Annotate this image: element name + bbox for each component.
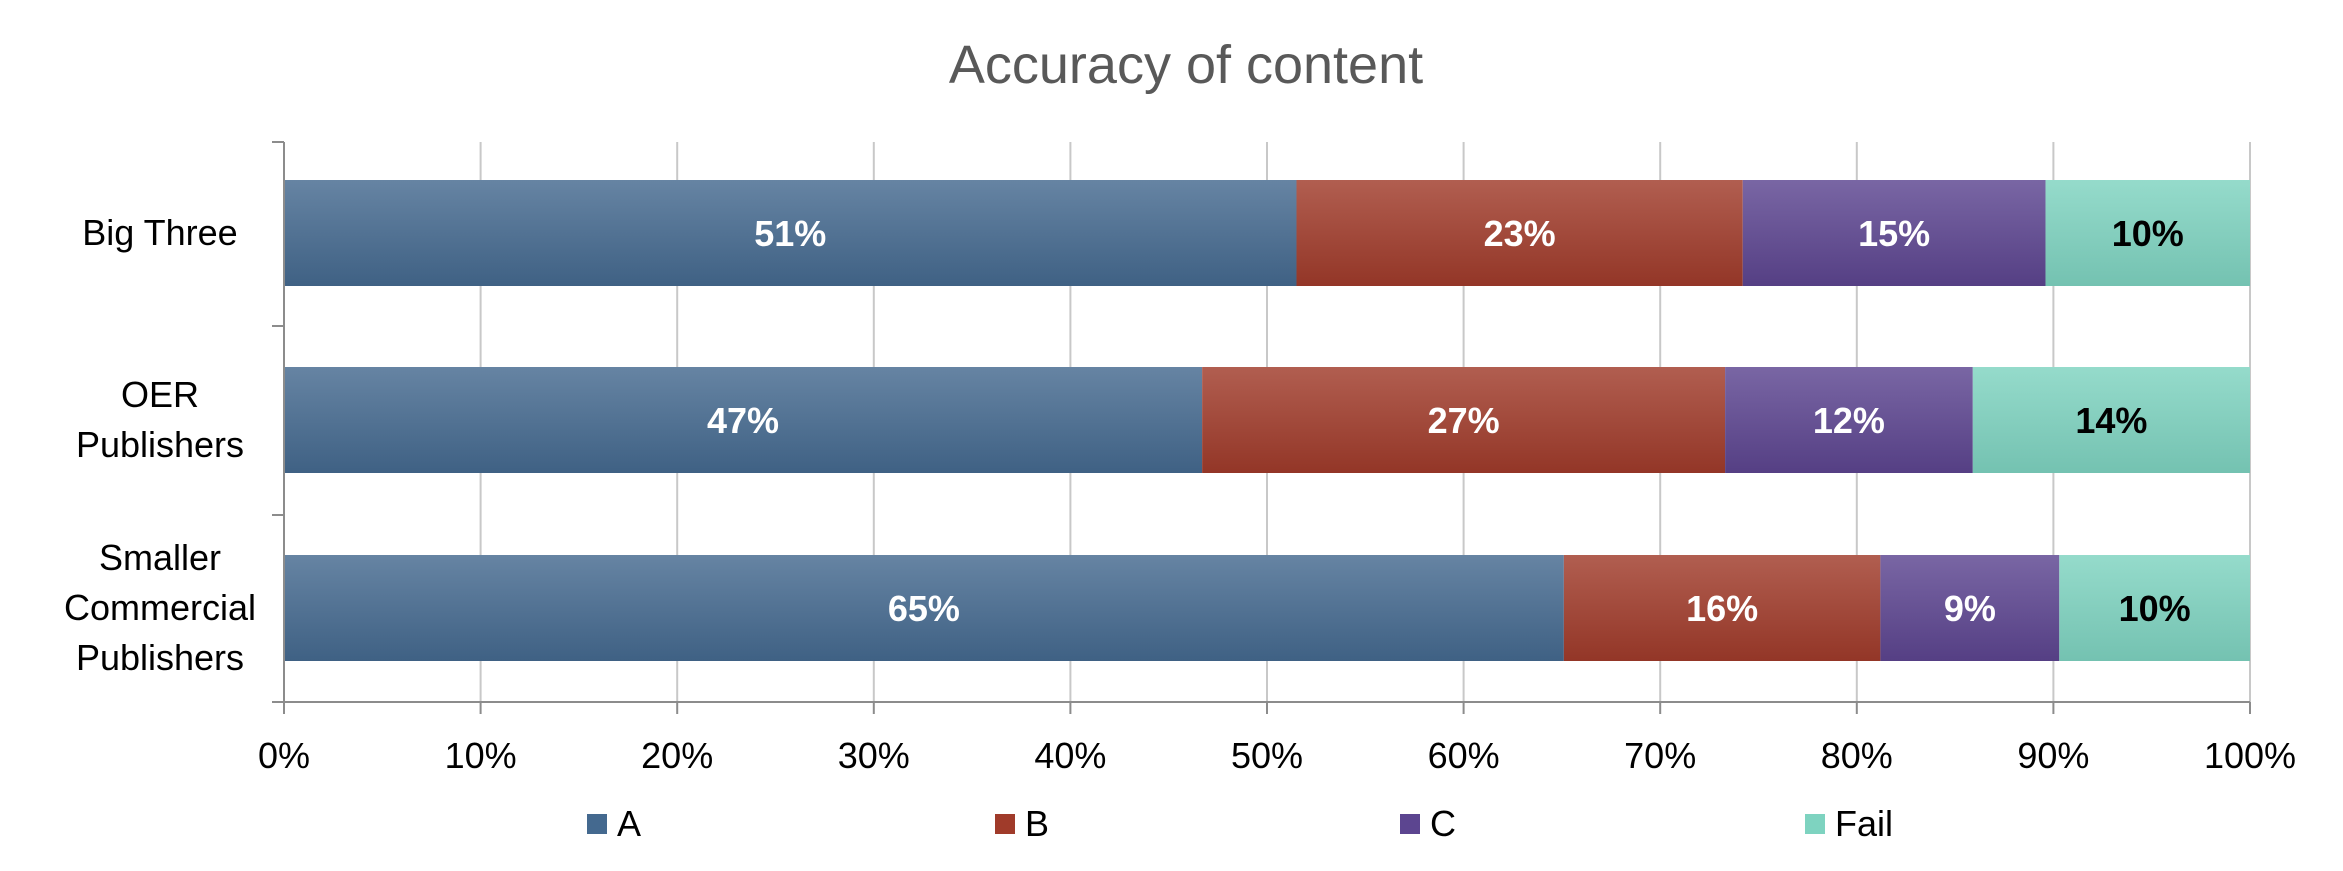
data-label: 65% <box>888 588 960 629</box>
x-tick-label: 30% <box>838 735 910 776</box>
x-tick-label: 100% <box>2204 735 2296 776</box>
legend-item-c: C <box>1400 803 1456 844</box>
data-label: 23% <box>1484 213 1556 254</box>
data-label: 16% <box>1686 588 1758 629</box>
category-label: Publishers <box>76 424 244 465</box>
legend: A B C Fail <box>587 803 1893 844</box>
bars <box>284 180 2250 661</box>
category-label: Commercial <box>64 587 256 628</box>
x-tick-label: 60% <box>1428 735 1500 776</box>
legend-label: B <box>1025 803 1049 844</box>
legend-swatch <box>1805 814 1825 834</box>
bar-c-1 <box>1742 180 2046 286</box>
data-label: 47% <box>707 400 779 441</box>
bar-a-2 <box>284 367 1203 473</box>
legend-swatch <box>587 814 607 834</box>
category-label: OER <box>121 374 199 415</box>
data-labels: 51% 23% 15% 10% 47% 27% 12% 14% 65% 16% 9% 10% <box>707 213 2191 629</box>
legend-label: A <box>617 803 641 844</box>
bar-c-2 <box>1725 367 1973 473</box>
x-tick-label: 0% <box>258 735 310 776</box>
category-label: Publishers <box>76 637 244 678</box>
bar-a-3 <box>284 555 1564 661</box>
category-label: Smaller <box>99 537 221 578</box>
category-labels: Big Three OER Publishers Smaller Commercial P… <box>64 212 256 678</box>
bar-b-1 <box>1296 180 1743 286</box>
bar-a-1 <box>284 180 1297 286</box>
bar-b-3 <box>1563 555 1881 661</box>
bar-fail-1 <box>2045 180 2250 286</box>
data-label: 10% <box>2119 588 2191 629</box>
data-label: 27% <box>1428 400 1500 441</box>
data-label: 9% <box>1944 588 1996 629</box>
legend-label: C <box>1430 803 1456 844</box>
bar-fail-3 <box>2059 555 2250 661</box>
data-label: 15% <box>1858 213 1930 254</box>
legend-label: Fail <box>1835 803 1893 844</box>
data-label: 12% <box>1813 400 1885 441</box>
x-tick-label: 20% <box>641 735 713 776</box>
chart-title: Accuracy of content <box>949 35 1423 95</box>
x-tick-label: 10% <box>445 735 517 776</box>
category-label: Big Three <box>82 212 237 253</box>
bar-c-3 <box>1880 555 2060 661</box>
legend-item-b: B <box>995 803 1049 844</box>
legend-item-fail: Fail <box>1805 803 1893 844</box>
legend-swatch <box>1400 814 1420 834</box>
legend-swatch <box>995 814 1015 834</box>
data-label: 10% <box>2112 213 2184 254</box>
x-tick-label: 50% <box>1231 735 1303 776</box>
x-tick-label: 90% <box>2017 735 2089 776</box>
x-tick-label: 40% <box>1034 735 1106 776</box>
data-label: 14% <box>2075 400 2147 441</box>
bar-fail-2 <box>1972 367 2250 473</box>
legend-item-a: A <box>587 803 641 844</box>
data-label: 51% <box>754 213 826 254</box>
axes: 0% 10% 20% 30% 40% 50% 60% 70% 80% 90% 100% <box>258 141 2296 776</box>
x-tick-label: 80% <box>1821 735 1893 776</box>
bar-b-2 <box>1202 367 1726 473</box>
x-tick-label: 70% <box>1624 735 1696 776</box>
